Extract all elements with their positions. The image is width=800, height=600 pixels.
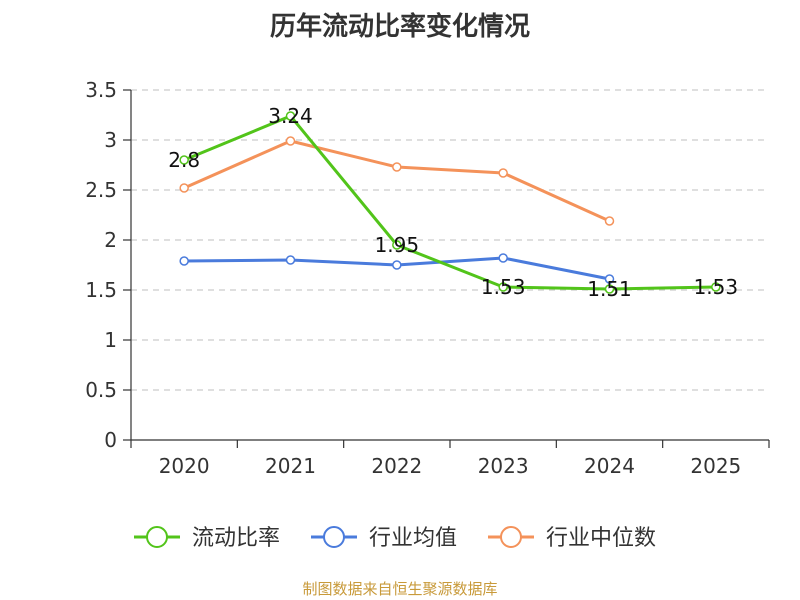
y-tick-label: 2.5 bbox=[85, 178, 117, 202]
data-point bbox=[285, 255, 296, 265]
data-point bbox=[604, 284, 615, 294]
x-tick-labels: 2020 2021 2022 2023 2024 2025 bbox=[159, 454, 742, 478]
data-point bbox=[498, 253, 508, 263]
data-point bbox=[179, 155, 189, 165]
y-tick-label: 0 bbox=[104, 428, 117, 452]
data-point bbox=[711, 282, 721, 292]
legend: 流动比率 行业均值 行业中位数 bbox=[134, 526, 656, 551]
data-point bbox=[179, 256, 189, 266]
source-note: 制图数据来自恒生聚源数据库 bbox=[302, 580, 498, 598]
x-tick-label: 2020 bbox=[159, 454, 210, 478]
y-tick-label: 0.5 bbox=[85, 378, 117, 402]
series-line-0 bbox=[183, 114, 716, 291]
data-point bbox=[604, 274, 615, 284]
series-line-2 bbox=[183, 139, 611, 223]
axes bbox=[123, 89, 770, 448]
legend-label: 行业中位数 bbox=[546, 526, 656, 551]
data-point bbox=[392, 240, 402, 250]
grid-lines bbox=[131, 89, 769, 391]
data-point bbox=[392, 260, 402, 270]
x-tick-label: 2025 bbox=[690, 454, 741, 478]
x-tick-label: 2024 bbox=[584, 454, 635, 478]
data-label: 3.24 bbox=[268, 104, 313, 128]
legend-label: 行业均值 bbox=[369, 526, 457, 551]
data-label: 1.51 bbox=[587, 277, 632, 301]
x-tick-label: 2023 bbox=[478, 454, 529, 478]
data-labels: 2.8 3.24 1.95 1.53 1.51 1.53 bbox=[168, 104, 738, 301]
data-label: 1.53 bbox=[694, 275, 739, 299]
x-tick-label: 2021 bbox=[265, 454, 316, 478]
y-tick-labels: 0 0.5 1 1.5 2 2.5 3 3.5 bbox=[85, 78, 117, 452]
data-point bbox=[179, 183, 189, 193]
data-point bbox=[392, 162, 402, 172]
series-lines bbox=[179, 111, 721, 294]
y-tick-label: 2 bbox=[104, 228, 117, 252]
data-point bbox=[498, 282, 508, 292]
data-point bbox=[498, 168, 508, 178]
legend-swatch-marker bbox=[323, 526, 345, 548]
data-point bbox=[285, 136, 296, 146]
data-label: 2.8 bbox=[168, 148, 200, 172]
legend-swatch-marker bbox=[146, 526, 168, 548]
chart-title: 历年流动比率变化情况 bbox=[269, 12, 530, 42]
data-point bbox=[604, 216, 615, 226]
data-label: 1.53 bbox=[481, 275, 526, 299]
y-tick-label: 3 bbox=[104, 128, 117, 152]
legend-swatch-marker bbox=[500, 526, 522, 548]
legend-label: 流动比率 bbox=[192, 526, 280, 551]
data-label: 1.95 bbox=[375, 233, 420, 257]
y-tick-label: 1.5 bbox=[85, 278, 117, 302]
x-tick-label: 2022 bbox=[371, 454, 422, 478]
y-tick-label: 1 bbox=[104, 328, 117, 352]
y-tick-label: 3.5 bbox=[85, 78, 117, 102]
data-point bbox=[285, 111, 296, 121]
